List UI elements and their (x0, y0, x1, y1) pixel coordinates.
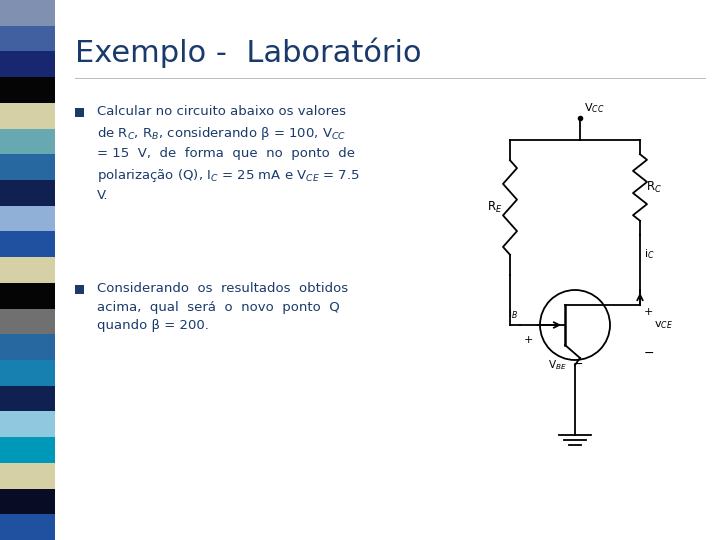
Text: −: − (644, 347, 654, 360)
Bar (0, 77, 55, 103)
Bar (0, 411, 55, 437)
Bar (0, 232, 55, 257)
Bar (0, 386, 55, 411)
Bar (0, 334, 55, 360)
Bar (0, 360, 55, 386)
Bar (0, 308, 55, 334)
Text: Calcular no circuito abaixo os valores
de R$_C$, R$_B$, considerando β = 100, V$: Calcular no circuito abaixo os valores d… (97, 105, 360, 202)
Text: v$_{CE}$: v$_{CE}$ (654, 319, 673, 331)
Text: i$_C$: i$_C$ (644, 247, 654, 261)
Text: Considerando  os  resultados  obtidos
acima,  qual  será  o  novo  ponto  Q
quan: Considerando os resultados obtidos acima… (97, 282, 348, 332)
Bar (0, 437, 55, 463)
Bar (0, 514, 55, 540)
Text: V$_{CC}$: V$_{CC}$ (584, 101, 605, 115)
Text: V$_{BE}$: V$_{BE}$ (548, 358, 567, 372)
Text: i$_B$: i$_B$ (508, 307, 518, 321)
Bar (0, 463, 55, 489)
Text: Exemplo -  Laboratório: Exemplo - Laboratório (75, 38, 421, 69)
Bar (75, 108, 84, 117)
Bar (0, 0, 55, 26)
Bar (0, 180, 55, 206)
Text: +: + (644, 307, 653, 317)
Bar (0, 26, 55, 51)
Bar (0, 206, 55, 232)
Bar (0, 489, 55, 514)
Bar (75, 285, 84, 294)
Bar (0, 51, 55, 77)
Bar (0, 283, 55, 308)
Bar (0, 154, 55, 180)
Text: R$_E$: R$_E$ (487, 200, 502, 215)
Bar (0, 103, 55, 129)
Text: −: − (573, 358, 583, 371)
Bar (0, 257, 55, 283)
Text: +: + (524, 335, 534, 345)
Bar (0, 129, 55, 154)
Text: R$_C$: R$_C$ (646, 180, 662, 195)
